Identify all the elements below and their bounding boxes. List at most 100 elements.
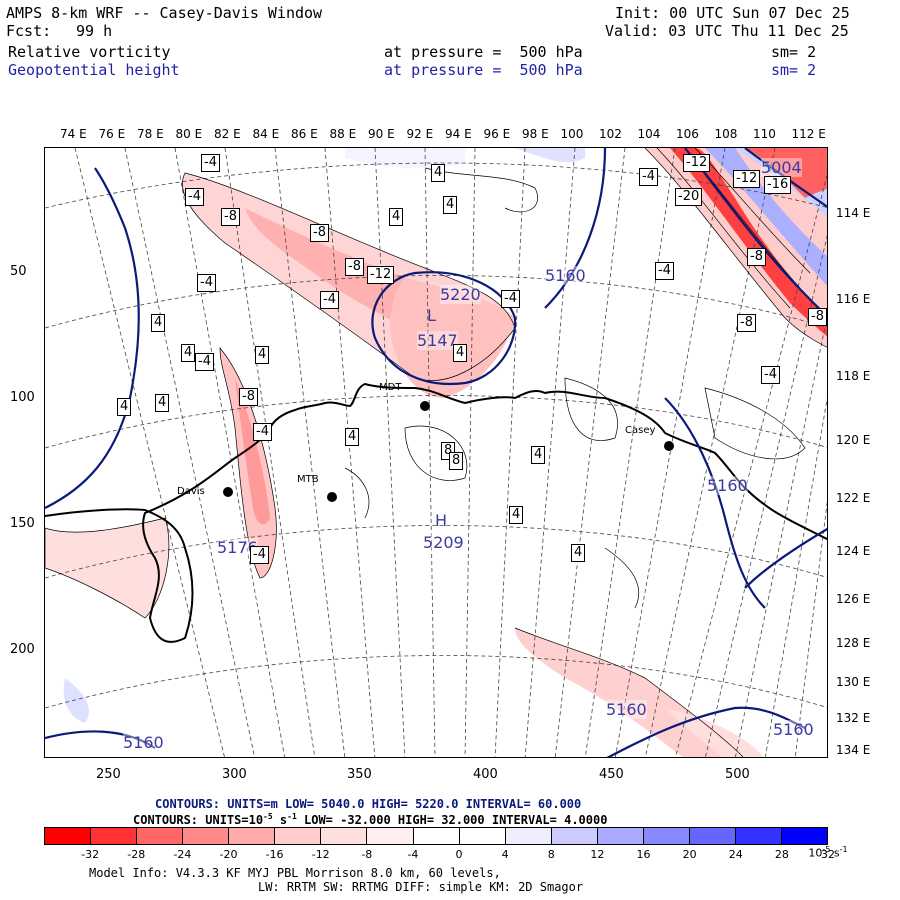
vorticity-label: -4: [201, 154, 220, 172]
height-contour-info: CONTOURS: UNITS=m LOW= 5040.0 HIGH= 5220…: [155, 797, 582, 811]
colorbar-cell: [137, 828, 184, 844]
vorticity-label: -4: [761, 366, 780, 384]
longitude-label-top: 84 E: [252, 127, 280, 141]
vorticity-label: -8: [310, 224, 329, 242]
lat-lon-grid: [45, 148, 827, 757]
vorticity-label: -16: [764, 176, 792, 194]
height-contour-label: 5147: [417, 331, 458, 350]
valid-time: Valid: 03 UTC Thu 11 Dec 25: [605, 22, 849, 40]
longitude-label-top: 90 E: [368, 127, 395, 141]
vorticity-contours: [45, 148, 827, 757]
longitude-label-top: 82 E: [214, 127, 241, 141]
pressure-center-label: L: [427, 306, 436, 325]
height-contour-label: 5160: [123, 733, 164, 752]
height-contour-label: 5209: [423, 533, 464, 552]
vorticity-label: 4: [389, 208, 404, 226]
longitude-label-top: 102: [599, 127, 622, 141]
field1-smoothing: sm= 2: [771, 43, 817, 61]
x-axis-tick: 350: [347, 767, 372, 782]
longitude-label-top: 78 E: [137, 127, 164, 141]
colorbar-tick: 20: [682, 848, 697, 861]
vorticity-label: -4: [655, 262, 674, 280]
longitude-label-right: 120 E: [836, 433, 871, 447]
longitude-label-right: 126 E: [836, 592, 871, 606]
colorbar-cell: [91, 828, 138, 844]
field2-smoothing: sm= 2: [771, 61, 817, 79]
vorticity-label: 4: [531, 446, 546, 464]
colorbar-cell: [183, 828, 230, 844]
pressure-center-label: H: [435, 511, 448, 530]
colorbar-cell: [689, 828, 736, 844]
colorbar-cell: [735, 828, 782, 844]
field2-name: Geopotential height: [8, 61, 180, 79]
station-label: Casey: [625, 425, 656, 436]
vorticity-label: -8: [808, 308, 827, 326]
x-axis-tick: 500: [725, 767, 750, 782]
vort-contour-info: CONTOURS: UNITS=10-5 s-1 LOW= -32.000 HI…: [133, 812, 608, 827]
longitude-label-right: 130 E: [836, 675, 871, 689]
longitude-label-top: 80 E: [175, 127, 203, 141]
colorbar-tick: 16: [636, 848, 651, 861]
vorticity-label: -4: [639, 168, 658, 186]
map-svg: [45, 148, 827, 757]
height-contour-label: 5160: [545, 266, 586, 285]
vorticity-label: 4: [571, 544, 586, 562]
vorticity-label: -4: [250, 546, 269, 564]
vorticity-label: 4: [431, 164, 446, 182]
map-panel[interactable]: Davis MTB MDT Casey 5160 5147 5220 5209 5176 5160…: [44, 147, 828, 758]
x-axis-tick: 450: [599, 767, 624, 782]
x-axis-tick: 400: [473, 767, 498, 782]
vorticity-label: 8: [449, 452, 464, 470]
longitude-label-top: 74 E: [60, 127, 87, 141]
vorticity-label: -20: [675, 188, 703, 206]
colorbar-tick: -32: [81, 848, 100, 861]
vorticity-label: -8: [239, 388, 258, 406]
colorbar-cell: [413, 828, 460, 844]
colorbar-cell: [45, 828, 92, 844]
longitude-label-top: 96 E: [483, 127, 511, 141]
field1-level: at pressure = 500 hPa: [384, 43, 583, 61]
height-contour-label: 5220: [440, 285, 481, 304]
colorbar-tick: 4: [501, 848, 509, 861]
vorticity-label: -4: [501, 290, 520, 308]
colorbar-tick: -28: [127, 848, 146, 861]
colorbar-tick: -12: [311, 848, 330, 861]
station-markers: [223, 401, 674, 502]
longitude-label-right: 132 E: [836, 711, 871, 725]
longitude-label-top: 108: [714, 127, 738, 141]
vorticity-label: -4: [320, 291, 339, 309]
station-label: Davis: [177, 486, 205, 497]
vorticity-label: 4: [255, 346, 270, 364]
longitude-label-top: 100: [560, 127, 584, 141]
height-contour-label: 5004: [761, 158, 802, 177]
longitude-label-right: 128 E: [836, 636, 871, 650]
colorbar-cell: [229, 828, 276, 844]
colorbar-tick: 0: [455, 848, 463, 861]
y-axis-tick: 200: [10, 642, 35, 657]
y-axis-tick: 100: [10, 390, 35, 405]
longitude-label-right: 134 E: [836, 743, 871, 757]
vorticity-label: -8: [737, 314, 756, 332]
height-contours: [45, 148, 827, 757]
longitude-label-top: 94 E: [445, 127, 472, 141]
colorbar-cell: [367, 828, 414, 844]
vorticity-label: -12: [733, 170, 761, 188]
longitude-label-top: 112 E: [791, 127, 826, 141]
vorticity-label: -12: [367, 266, 395, 284]
vorticity-label: -4: [185, 188, 204, 206]
longitude-label-top: 106: [676, 127, 699, 141]
longitude-label-top: 110: [753, 127, 776, 141]
coastline: [45, 382, 827, 643]
longitude-label-right: 114 E: [836, 206, 871, 220]
vorticity-label: 4: [443, 196, 458, 214]
height-contour-label: 5176: [217, 538, 258, 557]
longitude-label-right: 116 E: [836, 292, 871, 306]
longitude-label-right: 124 E: [836, 544, 871, 558]
colorbar-tick: 12: [590, 848, 605, 861]
colorbar-tick: 24: [728, 848, 743, 861]
colorbar-cell: [643, 828, 690, 844]
vorticity-shading: [45, 148, 827, 757]
height-contour-label: 5160: [773, 720, 814, 739]
map-title: AMPS 8-km WRF -- Casey-Davis Window: [6, 4, 323, 22]
longitude-label-top: 86 E: [291, 127, 318, 141]
